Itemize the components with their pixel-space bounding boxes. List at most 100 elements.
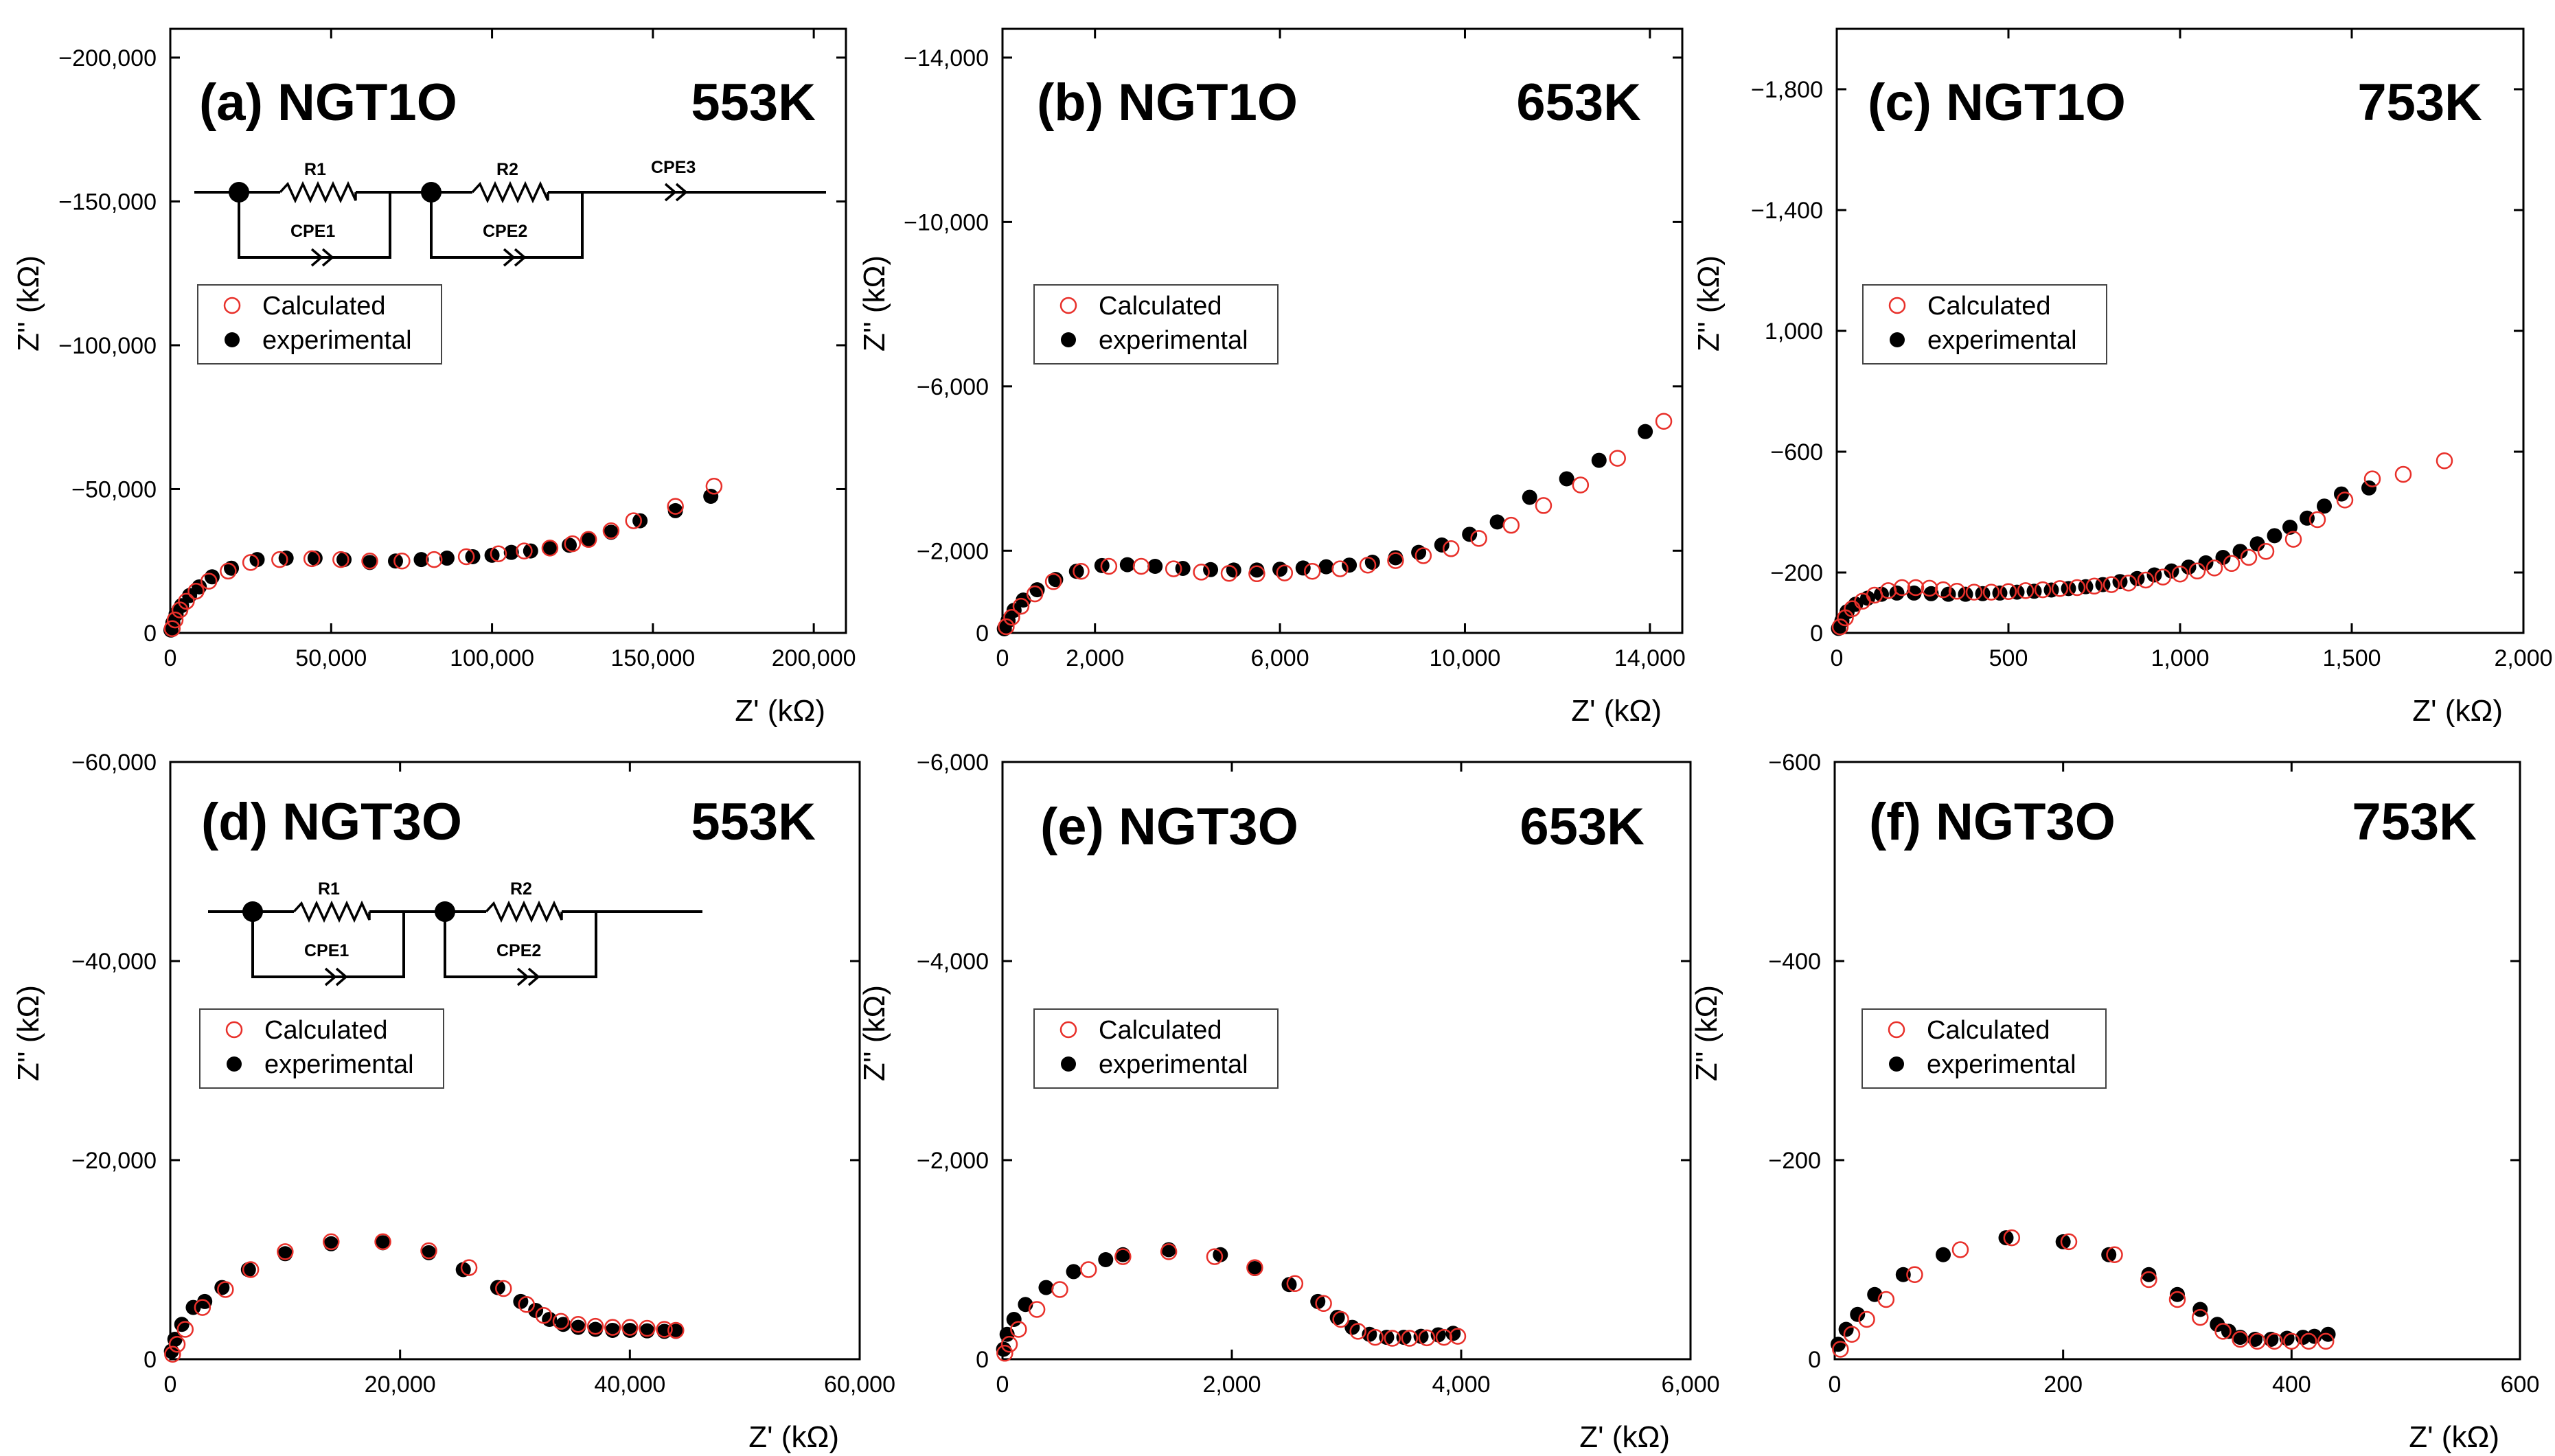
- data-point-experimental: [703, 488, 719, 504]
- data-point-calculated: [2017, 582, 2035, 599]
- x-tick-label: 400: [2272, 1372, 2311, 1398]
- x-tick-label: 2,000: [2494, 645, 2552, 671]
- data-point-calculated: [667, 1321, 685, 1339]
- x-axis-title: Z' (kΩ): [2412, 694, 2503, 728]
- series-calculated: [163, 478, 723, 637]
- data-point-calculated: [1012, 597, 1030, 615]
- legend-label-experimental: experimental: [1099, 326, 1248, 355]
- data-point-calculated: [460, 1259, 478, 1276]
- data-point-calculated: [2103, 576, 2120, 593]
- y-tick-label: 0: [1810, 621, 1823, 647]
- data-point-calculated: [705, 478, 723, 495]
- data-point-calculated: [1044, 573, 1062, 590]
- data-point-calculated: [1414, 547, 1432, 564]
- data-point-calculated: [1193, 564, 1210, 581]
- data-point-calculated: [1010, 1321, 1027, 1338]
- data-point-calculated: [1951, 1241, 1969, 1258]
- legend-label-experimental: experimental: [264, 1050, 414, 1079]
- data-point-calculated: [1502, 516, 1520, 534]
- series-experimental: [996, 1242, 1461, 1357]
- data-point-experimental: [2317, 498, 2332, 514]
- data-point-calculated: [2085, 577, 2103, 595]
- legend-marker-calculated: [1059, 1021, 1077, 1039]
- data-point-experimental: [2181, 559, 2197, 575]
- data-point-experimental: [1591, 452, 1607, 468]
- circuit-label-cpe: CPE1: [304, 941, 349, 960]
- data-point-experimental: [278, 551, 294, 566]
- y-tick-label: −40,000: [71, 949, 157, 975]
- panel-title: (c) NGT1O: [1868, 73, 2126, 132]
- legend-marker-calculated: [223, 297, 241, 314]
- circuit-label-resistor: R2: [496, 160, 518, 179]
- data-point-experimental: [1098, 1252, 1114, 1267]
- y-axis-title: Z'' (kΩ): [858, 985, 891, 1081]
- data-point-calculated: [518, 1296, 535, 1313]
- cpe-symbol: [310, 248, 334, 267]
- data-point-experimental: [455, 1262, 471, 1278]
- data-point-experimental: [388, 553, 403, 569]
- cpe-symbol: [503, 248, 527, 267]
- data-point-calculated: [2336, 492, 2354, 509]
- y-tick-label: −400: [1768, 949, 1821, 975]
- equivalent-circuit: R1 CPE1 R2 CPE2: [208, 879, 702, 986]
- x-tick-label: 2,000: [1066, 645, 1124, 671]
- series-experimental: [1831, 480, 2376, 636]
- panel-temperature: 553K: [691, 793, 816, 851]
- data-point-calculated: [1443, 540, 1460, 557]
- data-point-calculated: [1331, 560, 1349, 577]
- legend-box: [1862, 284, 2107, 365]
- data-point-calculated: [1000, 1336, 1018, 1353]
- data-point-experimental: [362, 555, 378, 570]
- data-point-calculated: [1051, 1281, 1068, 1298]
- y-tick-label: 1,000: [1765, 319, 1823, 345]
- panel-title: (f) NGT3O: [1869, 793, 2116, 851]
- data-point-calculated: [1028, 1301, 1046, 1318]
- data-point-calculated: [1921, 579, 1938, 597]
- data-point-experimental: [2055, 1234, 2071, 1249]
- data-point-experimental: [581, 531, 597, 547]
- data-point-calculated: [1160, 1243, 1178, 1260]
- data-point-calculated: [194, 1299, 211, 1316]
- data-point-calculated: [332, 551, 350, 568]
- legend: Calculated experimental: [1033, 284, 1279, 365]
- data-point-calculated: [1858, 1310, 1875, 1328]
- data-point-experimental: [523, 543, 538, 559]
- circuit-label-resistor: R1: [304, 160, 326, 179]
- data-point-experimental: [167, 1332, 183, 1347]
- data-point-experimental: [1379, 1330, 1395, 1345]
- data-point-experimental: [2361, 480, 2376, 496]
- data-point-calculated: [374, 1233, 391, 1251]
- data-point-calculated: [552, 1313, 570, 1330]
- panel-title: (d) NGT3O: [201, 793, 462, 851]
- data-point-experimental: [224, 560, 240, 576]
- data-point-calculated: [2363, 470, 2381, 487]
- data-point-calculated: [2034, 581, 2052, 599]
- data-point-calculated: [1655, 413, 1673, 430]
- cpe-symbol: [516, 967, 540, 986]
- legend-box: [199, 1008, 444, 1089]
- data-point-calculated: [1906, 1266, 1923, 1283]
- legend-marker-calculated: [225, 1021, 243, 1039]
- plot-frame: [169, 27, 847, 634]
- data-point-calculated: [1132, 557, 1150, 575]
- x-tick-label: 6,000: [1661, 1372, 1719, 1398]
- x-tick-label: 200,000: [772, 645, 856, 671]
- data-point-calculated: [323, 1233, 340, 1251]
- x-tick-label: 14,000: [1614, 645, 1686, 671]
- data-point-experimental: [2170, 1286, 2185, 1302]
- plot-frame: [169, 761, 861, 1361]
- plot-frame: [1001, 761, 1692, 1361]
- y-tick-label: −200: [1768, 1148, 1821, 1174]
- y-tick-label: −200: [1770, 560, 1823, 586]
- data-point-experimental: [2141, 1267, 2157, 1282]
- data-point-experimental: [2198, 555, 2214, 570]
- data-point-calculated: [1435, 1328, 1453, 1346]
- data-point-calculated: [1401, 1330, 1419, 1347]
- legend-label-experimental: experimental: [1927, 326, 2077, 355]
- y-tick-label: 0: [144, 1347, 157, 1373]
- data-point-calculated: [1246, 1259, 1263, 1276]
- data-point-calculated: [541, 540, 559, 557]
- data-point-experimental: [1068, 564, 1084, 579]
- x-tick-label: 500: [1989, 645, 2028, 671]
- series-calculated: [164, 1233, 685, 1363]
